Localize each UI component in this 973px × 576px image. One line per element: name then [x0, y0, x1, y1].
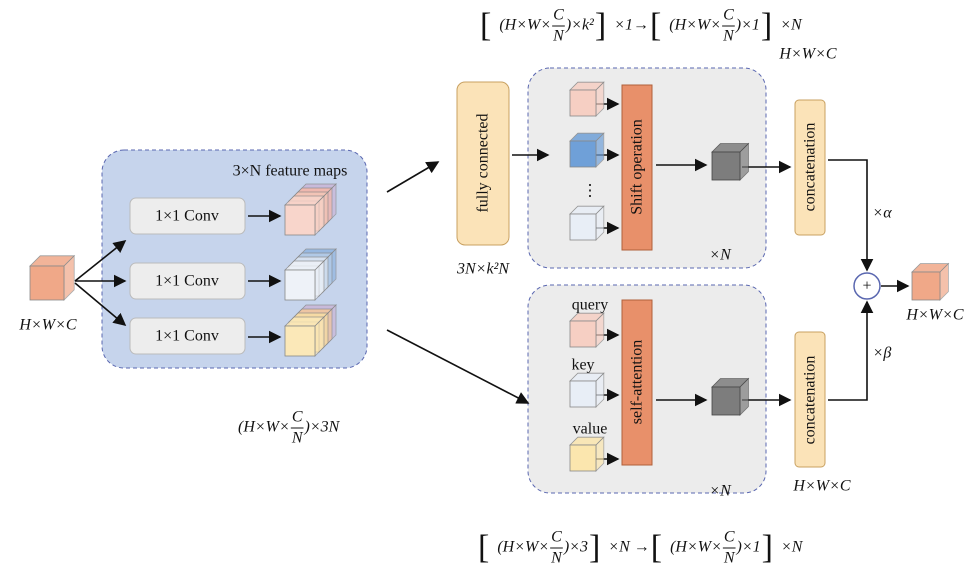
- concat-shape: H×W×C: [778, 46, 836, 63]
- cube-front: [30, 266, 64, 300]
- input-label: H×W×C: [18, 317, 76, 334]
- fc-shape: 3N×k²N: [456, 261, 510, 278]
- cube: [570, 82, 604, 116]
- fraction-denominator: N: [722, 28, 735, 45]
- formula-text: ×N →: [608, 539, 649, 556]
- repeat: ×N: [709, 247, 732, 264]
- weight: ×β: [873, 345, 892, 362]
- bracket: ]: [589, 529, 600, 566]
- formula-text: )×3: [563, 539, 588, 556]
- ellipsis: ⋮: [582, 183, 598, 200]
- cube-front: [570, 141, 596, 167]
- fraction-numerator: C: [724, 529, 735, 546]
- cube-front: [570, 321, 596, 347]
- cube-front: [570, 445, 596, 471]
- formula-text: ×N: [780, 17, 803, 34]
- formula-text: )×1: [735, 17, 760, 34]
- formula-text: ×1→: [614, 17, 649, 34]
- cube: [570, 313, 604, 347]
- concat-label: concatenation: [802, 123, 819, 212]
- input-name: query: [572, 297, 608, 314]
- fraction-denominator: N: [552, 28, 565, 45]
- fraction-numerator: C: [723, 7, 734, 24]
- cube: [712, 144, 748, 180]
- formula-text: )×1: [736, 539, 761, 556]
- bracket: [: [478, 529, 489, 566]
- input-name: key: [571, 357, 594, 374]
- formula-text: ×N: [781, 539, 804, 556]
- formula-text: (H×W×: [670, 539, 722, 556]
- formula-text: (H×W×: [238, 419, 290, 436]
- output-label: H×W×C: [905, 307, 963, 324]
- cube: [570, 206, 604, 240]
- bracket: ]: [595, 7, 606, 44]
- bracket: [: [480, 7, 491, 44]
- sum-operator: +: [862, 278, 871, 295]
- bracket: [: [651, 529, 662, 566]
- fraction-numerator: C: [292, 409, 303, 426]
- bracket: [: [650, 7, 661, 44]
- bracket: ]: [761, 7, 772, 44]
- cube-front: [285, 326, 315, 356]
- fc-label: fully connected: [475, 113, 492, 212]
- conv-label: 1×1 Conv: [155, 208, 219, 225]
- cube: [912, 264, 948, 300]
- cube: [285, 261, 324, 300]
- formula-text: )×k²: [565, 17, 595, 34]
- formula-text: (H×W×: [497, 539, 549, 556]
- concat-label: concatenation: [802, 356, 819, 445]
- cube: [285, 317, 324, 356]
- cube-front: [570, 214, 596, 240]
- cube-front: [570, 90, 596, 116]
- cube: [285, 196, 324, 235]
- shift-label: Shift operation: [629, 119, 646, 215]
- conv-label: 1×1 Conv: [155, 328, 219, 345]
- concat-shape: H×W×C: [792, 478, 850, 495]
- cube-front: [285, 270, 315, 300]
- weight: ×α: [872, 205, 892, 222]
- cube: [712, 379, 748, 415]
- fraction-denominator: N: [723, 550, 736, 567]
- bracket: ]: [762, 529, 773, 566]
- formula-text: (H×W×: [499, 17, 551, 34]
- cube-front: [712, 387, 740, 415]
- input-name: value: [573, 421, 608, 438]
- cube-front: [712, 152, 740, 180]
- fraction-denominator: N: [291, 430, 304, 447]
- fraction-numerator: C: [551, 529, 562, 546]
- fraction-numerator: C: [553, 7, 564, 24]
- repeat: ×N: [709, 483, 732, 500]
- formula-text: )×3N: [303, 419, 340, 436]
- cube: [30, 256, 74, 300]
- cube: [570, 133, 604, 167]
- formula-text: (H×W×: [669, 17, 721, 34]
- cube-front: [285, 205, 315, 235]
- cube-front: [912, 272, 940, 300]
- panel-title: 3×N feature maps: [233, 163, 348, 180]
- conv-label: 1×1 Conv: [155, 273, 219, 290]
- cube: [570, 437, 604, 471]
- cube-front: [570, 381, 596, 407]
- cube: [570, 373, 604, 407]
- diagram: 1×1 Conv 1×1 Conv 1×1 Conv 3×N feature m…: [0, 0, 973, 576]
- fraction-denominator: N: [550, 550, 563, 567]
- attention-label: self-attention: [629, 340, 646, 424]
